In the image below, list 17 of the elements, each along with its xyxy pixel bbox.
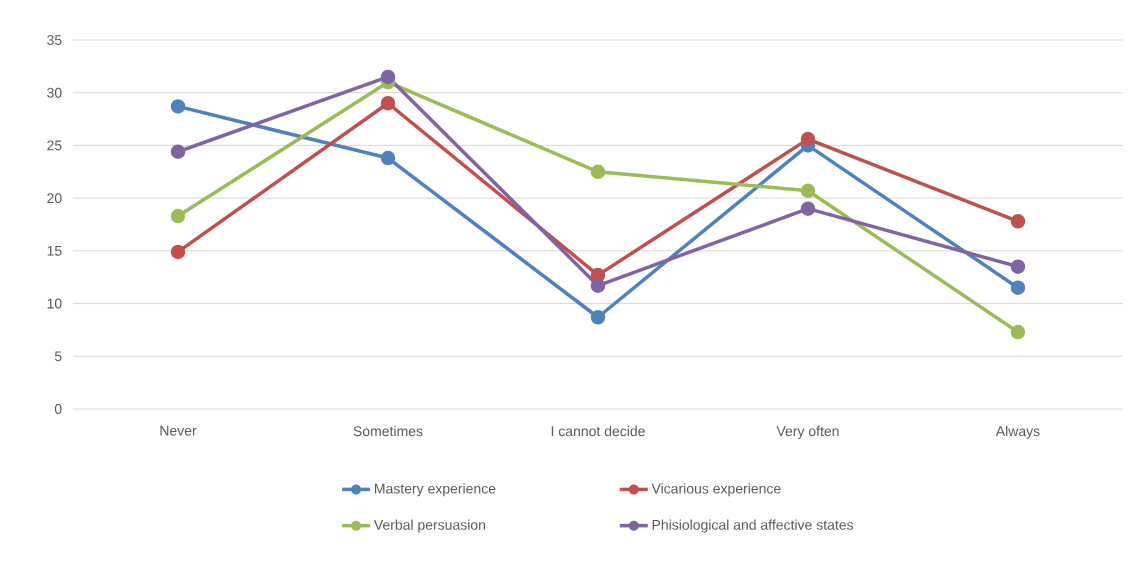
- x-tick-label: Sometimes: [353, 425, 423, 437]
- y-tick-label: 30: [47, 87, 62, 98]
- x-tick-label: Always: [995, 425, 1040, 439]
- x-tick-label: Never: [160, 425, 197, 436]
- y-tick-label: 10: [47, 298, 62, 309]
- y-tick-label: 20: [47, 193, 62, 204]
- legend-label: Mastery experience: [375, 483, 496, 497]
- x-tick-label: Very often: [776, 425, 839, 439]
- y-tick-label: 15: [47, 245, 62, 256]
- x-tick-label: I cannot decide: [551, 425, 645, 437]
- legend-label: Phisiological and affective states: [652, 519, 854, 533]
- y-tick-label: 35: [47, 35, 62, 45]
- y-tick-label: 5: [54, 351, 62, 362]
- legend-label: Vicarious experience: [651, 483, 781, 497]
- legend-label: Verbal persuasion: [373, 519, 485, 533]
- y-tick-label: 25: [47, 140, 62, 151]
- y-tick-label: 0: [54, 404, 62, 414]
